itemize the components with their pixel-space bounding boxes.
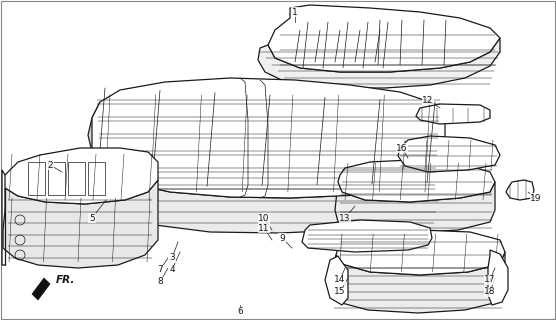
Polygon shape	[398, 136, 500, 172]
Text: 19: 19	[530, 194, 542, 203]
Polygon shape	[330, 252, 505, 313]
Polygon shape	[68, 162, 85, 195]
Text: 15: 15	[334, 287, 346, 297]
Polygon shape	[488, 250, 508, 305]
Polygon shape	[506, 180, 534, 200]
Text: 13: 13	[339, 213, 351, 222]
Text: 2: 2	[47, 161, 53, 170]
Text: 1: 1	[292, 7, 298, 17]
Polygon shape	[416, 104, 490, 124]
Text: 9: 9	[279, 234, 285, 243]
Polygon shape	[268, 5, 500, 72]
Polygon shape	[335, 182, 495, 233]
Polygon shape	[258, 38, 500, 88]
Text: 6: 6	[237, 308, 243, 316]
Text: 18: 18	[484, 287, 496, 297]
Text: FR.: FR.	[56, 275, 76, 285]
Text: 4: 4	[169, 266, 175, 275]
Text: 5: 5	[89, 213, 95, 222]
Polygon shape	[28, 162, 45, 195]
Polygon shape	[48, 162, 65, 195]
Text: 16: 16	[396, 143, 408, 153]
Text: 8: 8	[157, 277, 163, 286]
Text: 10: 10	[258, 213, 270, 222]
Polygon shape	[336, 230, 505, 275]
Text: 17: 17	[484, 276, 496, 284]
Text: 3: 3	[169, 253, 175, 262]
Polygon shape	[88, 165, 445, 233]
Text: 11: 11	[258, 223, 270, 233]
Polygon shape	[88, 162, 105, 195]
Polygon shape	[32, 278, 50, 300]
Polygon shape	[88, 102, 100, 168]
Polygon shape	[338, 160, 495, 202]
Text: 14: 14	[334, 276, 346, 284]
Text: 7: 7	[157, 266, 163, 275]
Polygon shape	[3, 180, 158, 268]
Polygon shape	[325, 256, 348, 305]
Polygon shape	[5, 148, 158, 204]
Polygon shape	[92, 78, 445, 198]
Text: 12: 12	[423, 95, 434, 105]
Polygon shape	[302, 220, 432, 252]
